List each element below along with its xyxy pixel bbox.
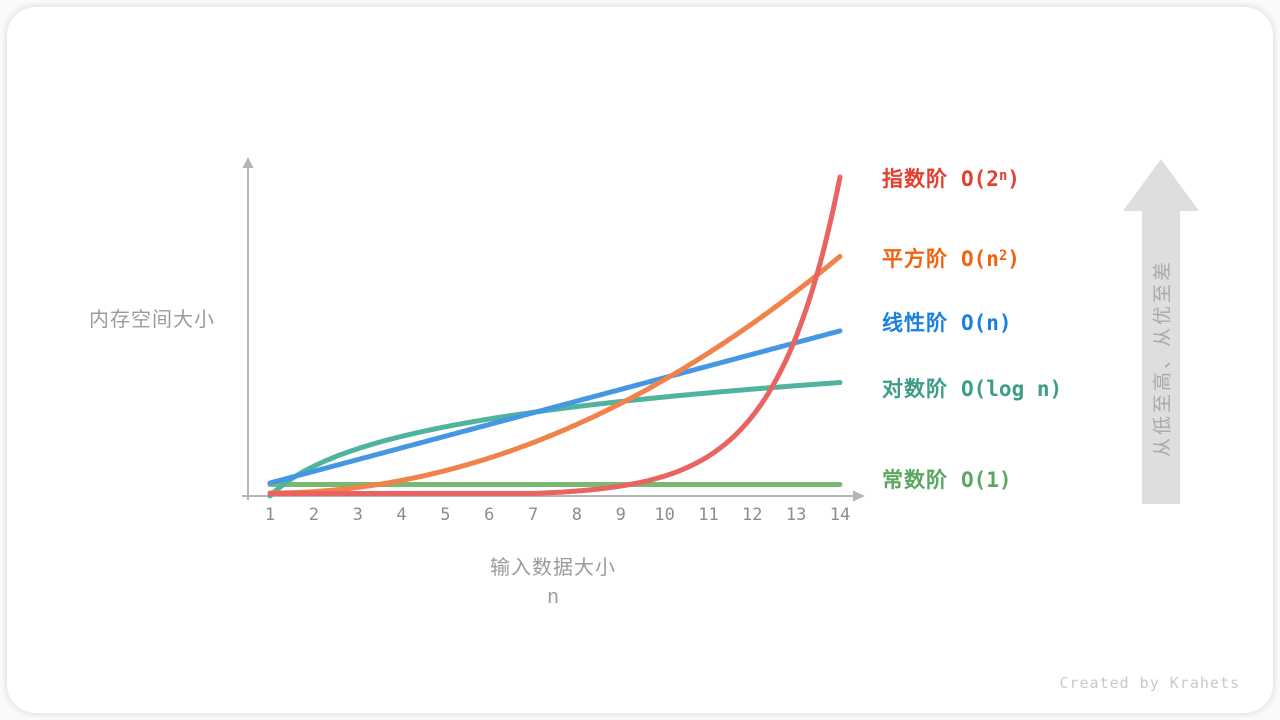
ranking-arrow-head-icon (1123, 159, 1199, 211)
x-tick-label: 9 (615, 505, 626, 525)
big-o-linear: O(n) (961, 311, 1012, 335)
big-o-quadratic: O(n2) (961, 247, 1020, 271)
x-axis-sublabel-n: n (547, 586, 559, 608)
x-tick-label: 12 (742, 505, 763, 525)
legend-item-logarithmic: 对数阶 O(log n) (882, 373, 1062, 403)
ranking-arrow-label: 从低至高、从优至差 (1152, 258, 1174, 458)
legend-item-quadratic: 平方阶 O(n2) (882, 243, 1020, 273)
big-o-logarithmic: O(log n) (961, 377, 1063, 401)
x-tick-label: 14 (829, 505, 851, 525)
legend-item-constant: 常数阶 O(1) (882, 464, 1012, 494)
legend-label-linear: 线性阶 (882, 312, 948, 335)
legend-label-quadratic: 平方阶 (882, 248, 948, 271)
x-tick-label: 2 (308, 505, 319, 525)
legend-label-logarithmic: 对数阶 (882, 378, 948, 401)
x-tick-label: 6 (484, 505, 495, 525)
legend-item-linear: 线性阶 O(n) (882, 307, 1012, 337)
figure-card (7, 7, 1273, 713)
x-tick-label: 4 (396, 505, 407, 525)
big-o-constant: O(1) (961, 468, 1012, 492)
x-tick-label: 13 (785, 505, 807, 525)
ranking-arrow-body (1142, 208, 1180, 504)
y-axis-label: 内存空间大小 (89, 309, 215, 331)
x-tick-label: 11 (698, 505, 719, 525)
legend-item-exponential: 指数阶 O(2n) (882, 163, 1020, 193)
x-tick-label: 8 (571, 505, 583, 525)
legend-label-constant: 常数阶 (882, 469, 948, 492)
x-tick-label: 5 (440, 505, 451, 525)
legend-label-exponential: 指数阶 (882, 168, 948, 191)
x-tick-label: 1 (264, 505, 276, 525)
big-o-exponential: O(2n) (961, 167, 1020, 191)
x-axis-label: 输入数据大小 (490, 557, 616, 579)
axes (242, 157, 865, 502)
x-tick-label: 10 (654, 505, 675, 525)
x-tick-label: 3 (352, 505, 363, 525)
complexity-curves (267, 174, 843, 499)
x-tick-label: 7 (527, 505, 539, 525)
credit-text: Created by Krahets (1059, 674, 1240, 692)
